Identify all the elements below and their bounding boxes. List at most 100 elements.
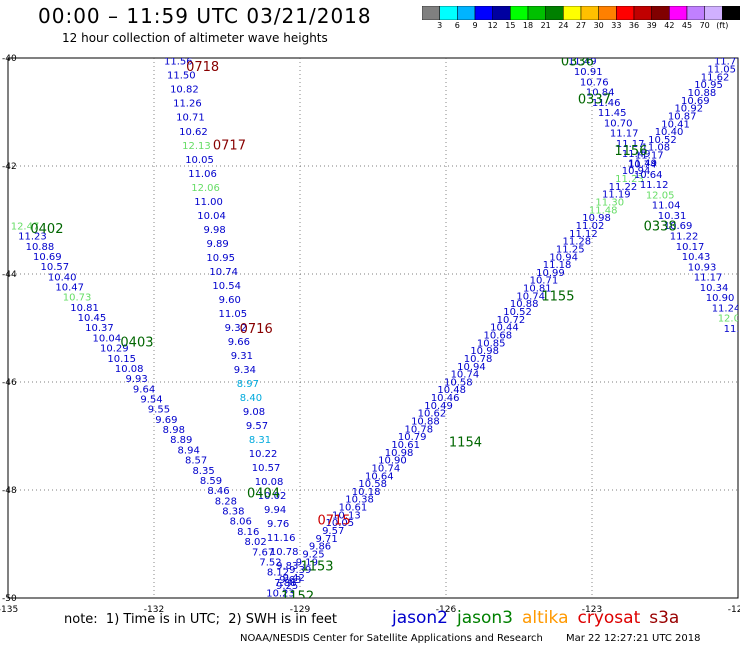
wave-height-label: 11.24 [712,303,740,314]
chart-subtitle: 12 hour collection of altimeter wave hei… [62,31,328,45]
x-tick-label: -132 [144,605,164,615]
y-tick-label: -46 [2,378,17,388]
colorbar [422,6,740,20]
wave-height-label: 10.40 [48,272,77,283]
wave-height-label: 10.93 [688,262,717,273]
wave-height-label: 10.68 [483,330,512,341]
wave-height-label: 9.19 [296,557,318,568]
wave-height-label: 11.12 [569,229,598,240]
wave-height-label: 11.02 [576,221,605,232]
y-tick-label: -40 [2,54,17,64]
pass-time-label: 1155 [541,290,574,305]
wave-height-label: 11.05 [707,65,736,76]
wave-height-label: 11.49 [622,149,651,160]
wave-height-label: 10.95 [206,253,235,264]
wave-height-label: 10.46 [431,393,460,404]
wave-height-label: 9.08 [243,407,265,418]
wave-height-label: 11.45 [598,108,627,119]
wave-height-label: 10.62 [179,127,208,138]
pass-time-label: 0338 [644,219,677,234]
wave-height-label: 10.61 [339,503,368,514]
y-tick-label: -50 [2,594,17,604]
wave-height-label: 11.16 [267,533,296,544]
colorbar-label: 30 [593,21,604,30]
wave-height-label: 10.88 [26,242,55,253]
wave-height-label: 8.40 [240,393,262,404]
colorbar-label: 3 [437,21,443,30]
wave-height-label: 10.88 [510,299,539,310]
timestamp-text: Mar 22 12:27:21 UTC 2018 [566,633,701,644]
wave-height-label: 10.78 [270,547,299,558]
wave-height-label: 10.34 [700,283,729,294]
wave-height-label: 8.16 [237,527,259,538]
wave-height-label: 11.49 [568,57,597,68]
wave-height-label: 8.02 [245,537,267,548]
wave-height-label: 10.81 [70,303,99,314]
y-tick-label: -42 [2,162,17,172]
wave-height-label: 9.54 [140,395,162,406]
wave-height-label: 10.17 [676,242,705,253]
wave-height-label: 10.92 [674,104,703,115]
colorbar-label: 15 [505,21,516,30]
credit-text: NOAA/NESDIS Center for Satellite Applica… [240,633,543,644]
wave-height-label: 10.64 [634,170,663,181]
wave-height-label: 9.31 [231,351,253,362]
wave-height-label: 10.84 [586,88,615,99]
wave-height-label: 10.48 [437,385,466,396]
wave-height-label: 10.23 [266,589,295,600]
wave-height-label: 11.49 [628,158,657,169]
wave-height-label: 11.56 [164,57,193,68]
wave-height-label: 10.04 [197,211,226,222]
wave-height-label: 8.06 [230,517,252,528]
colorbar-label: 27 [575,21,587,30]
wave-height-label: 11.22 [670,231,699,242]
wave-height-label: 12.06 [191,183,220,194]
wave-height-label: 9.69 [155,415,177,426]
wave-height-label: 11.19 [602,190,631,201]
wave-height-label: 7.88 [274,578,296,589]
wave-height-label: 10.74 [516,291,545,302]
colorbar-label: 45 [681,21,693,30]
wave-height-label: 9.86 [309,542,331,553]
colorbar-label: 70 [699,21,710,30]
wave-height-label: 11.04 [652,201,681,212]
colorbar-label: 39 [646,21,657,30]
colorbar-label: 24 [558,21,569,30]
wave-height-label: 10.71 [176,113,205,124]
plot-area: 11.56 11.50 10.82 11.26 10.71 10.62 12.13 10.05… [11,57,740,600]
wave-height-label: 10.95 [694,80,723,91]
colorbar-label: 42 [664,21,675,30]
wave-height-label: 9.34 [234,365,256,376]
wave-height-label: 7.52 [259,557,281,568]
colorbar-label: (ft) [716,21,729,30]
wave-height-label: 9.89 [207,239,229,250]
wave-height-label: 9.71 [315,534,337,545]
wave-height-label: 11.06 [188,169,217,180]
wave-height-label: 8.31 [249,435,271,446]
wave-height-label: 10.45 [78,313,107,324]
wave-height-label: 10.74 [451,370,480,381]
pass-time-label: 1153 [300,560,333,575]
wave-height-label: 10.62 [418,409,447,420]
wave-height-label: 10.70 [604,118,633,129]
pass-time-label: 1154 [449,435,482,450]
wave-height-label: 12.05 [646,190,675,201]
pass-time-label: 0337 [578,93,611,108]
wave-height-label: 10.31 [658,211,687,222]
wave-height-label: 10.57 [252,463,281,474]
wave-height-label: 9.76 [267,519,289,530]
wave-height-label: 10.61 [391,440,420,451]
wave-height-label: 10.99 [536,268,565,279]
wave-height-label: 10.57 [40,262,69,273]
wave-height-label: 9.25 [276,581,298,592]
wave-height-label: 10.94 [622,166,651,177]
colorbar-label: 21 [540,21,551,30]
wave-height-label: 10.22 [249,449,278,460]
wave-height-label: 8.98 [163,425,185,436]
wave-height-label: 10.44 [490,323,519,334]
x-tick-label: -120 [728,605,740,615]
wave-height-label: 10.85 [477,338,506,349]
wave-height-label: 11.33 [724,324,740,335]
wave-height-label: 11.26 [173,99,202,110]
wave-height-label: 8.97 [237,379,259,390]
